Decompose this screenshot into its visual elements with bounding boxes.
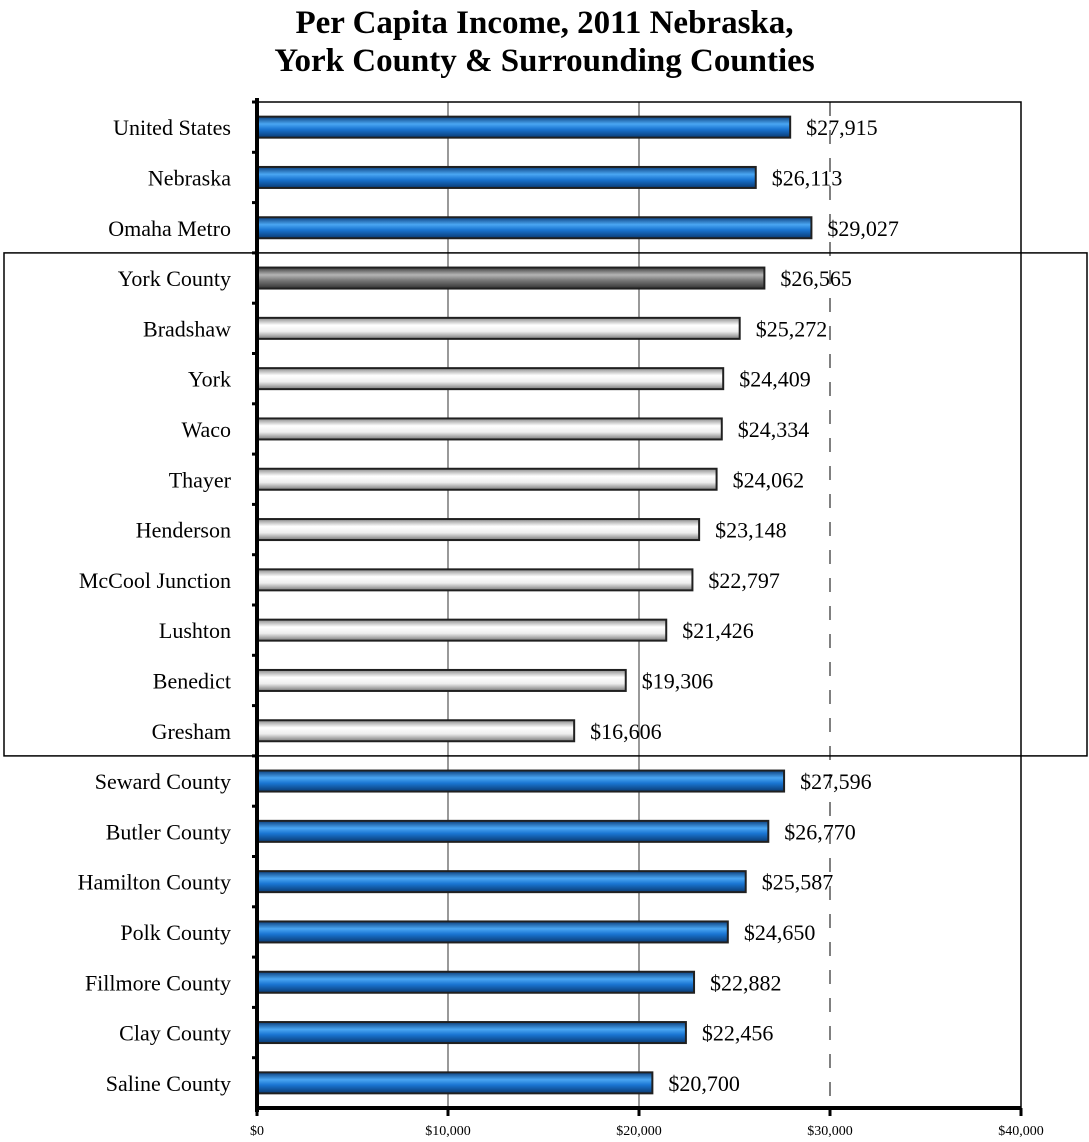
value-label: $27,915 [806, 115, 878, 140]
category-label: Clay County [119, 1021, 231, 1046]
x-tick-label: $30,000 [807, 1124, 853, 1139]
value-label: $24,062 [733, 467, 805, 492]
category-label: Gresham [152, 719, 231, 744]
bar [256, 165, 757, 189]
chart-title: Per Capita Income, 2011 Nebraska, York C… [0, 4, 1089, 80]
bar [256, 819, 770, 843]
bar [256, 618, 668, 642]
value-label: $23,148 [715, 518, 787, 543]
value-label: $22,797 [708, 568, 780, 593]
category-label: Seward County [95, 769, 231, 794]
value-label: $25,272 [756, 316, 828, 341]
category-label: York County [118, 266, 231, 291]
bar [256, 870, 747, 894]
value-label: $27,596 [800, 769, 872, 794]
bar [256, 1071, 654, 1095]
value-label: $26,113 [772, 165, 843, 190]
bar [256, 668, 627, 692]
value-label: $25,587 [762, 870, 834, 895]
bar [256, 719, 576, 743]
category-label: Saline County [106, 1071, 231, 1096]
bar [256, 266, 766, 290]
value-label: $20,700 [668, 1071, 740, 1096]
value-label: $26,770 [784, 819, 856, 844]
value-label: $29,027 [827, 216, 899, 241]
bar [256, 467, 718, 491]
category-label: Hamilton County [78, 870, 231, 895]
value-label: $22,456 [702, 1021, 774, 1046]
category-label: Omaha Metro [108, 216, 231, 241]
category-label: York [188, 367, 231, 392]
value-label: $19,306 [642, 668, 714, 693]
category-label: Fillmore County [85, 970, 231, 995]
highlight-box-york-county-group [3, 252, 1088, 757]
value-label: $24,650 [744, 920, 816, 945]
x-tick-label: $10,000 [425, 1124, 471, 1139]
category-label: Polk County [120, 920, 231, 945]
value-label: $22,882 [710, 970, 782, 995]
bar [256, 920, 729, 944]
value-label: $24,409 [739, 367, 811, 392]
bar [256, 367, 725, 391]
category-label: Lushton [159, 618, 231, 643]
bar [256, 316, 741, 340]
category-label: Benedict [153, 668, 231, 693]
x-tick-label: $20,000 [616, 1124, 662, 1139]
category-label: Waco [181, 417, 231, 442]
category-label: Bradshaw [143, 316, 231, 341]
bar [256, 769, 786, 793]
bar [256, 568, 694, 592]
category-label: McCool Junction [79, 568, 231, 593]
bar [256, 1021, 687, 1045]
x-tick-label: $40,000 [998, 1124, 1044, 1139]
x-tick-label: $0 [250, 1124, 264, 1139]
bar [256, 518, 701, 542]
bar [256, 216, 813, 240]
value-label: $16,606 [590, 719, 662, 744]
value-label: $24,334 [738, 417, 810, 442]
category-label: Henderson [136, 518, 231, 543]
chart-title-line-2: York County & Surrounding Counties [274, 43, 815, 79]
bar [256, 970, 696, 994]
category-label: Nebraska [148, 165, 231, 190]
value-label: $21,426 [682, 618, 754, 643]
bar [256, 115, 792, 139]
category-label: United States [113, 115, 231, 140]
chart-title-line-1: Per Capita Income, 2011 Nebraska, [295, 5, 794, 41]
bar [256, 417, 723, 441]
value-label: $26,565 [780, 266, 852, 291]
category-label: Butler County [106, 819, 231, 844]
category-label: Thayer [169, 467, 232, 492]
